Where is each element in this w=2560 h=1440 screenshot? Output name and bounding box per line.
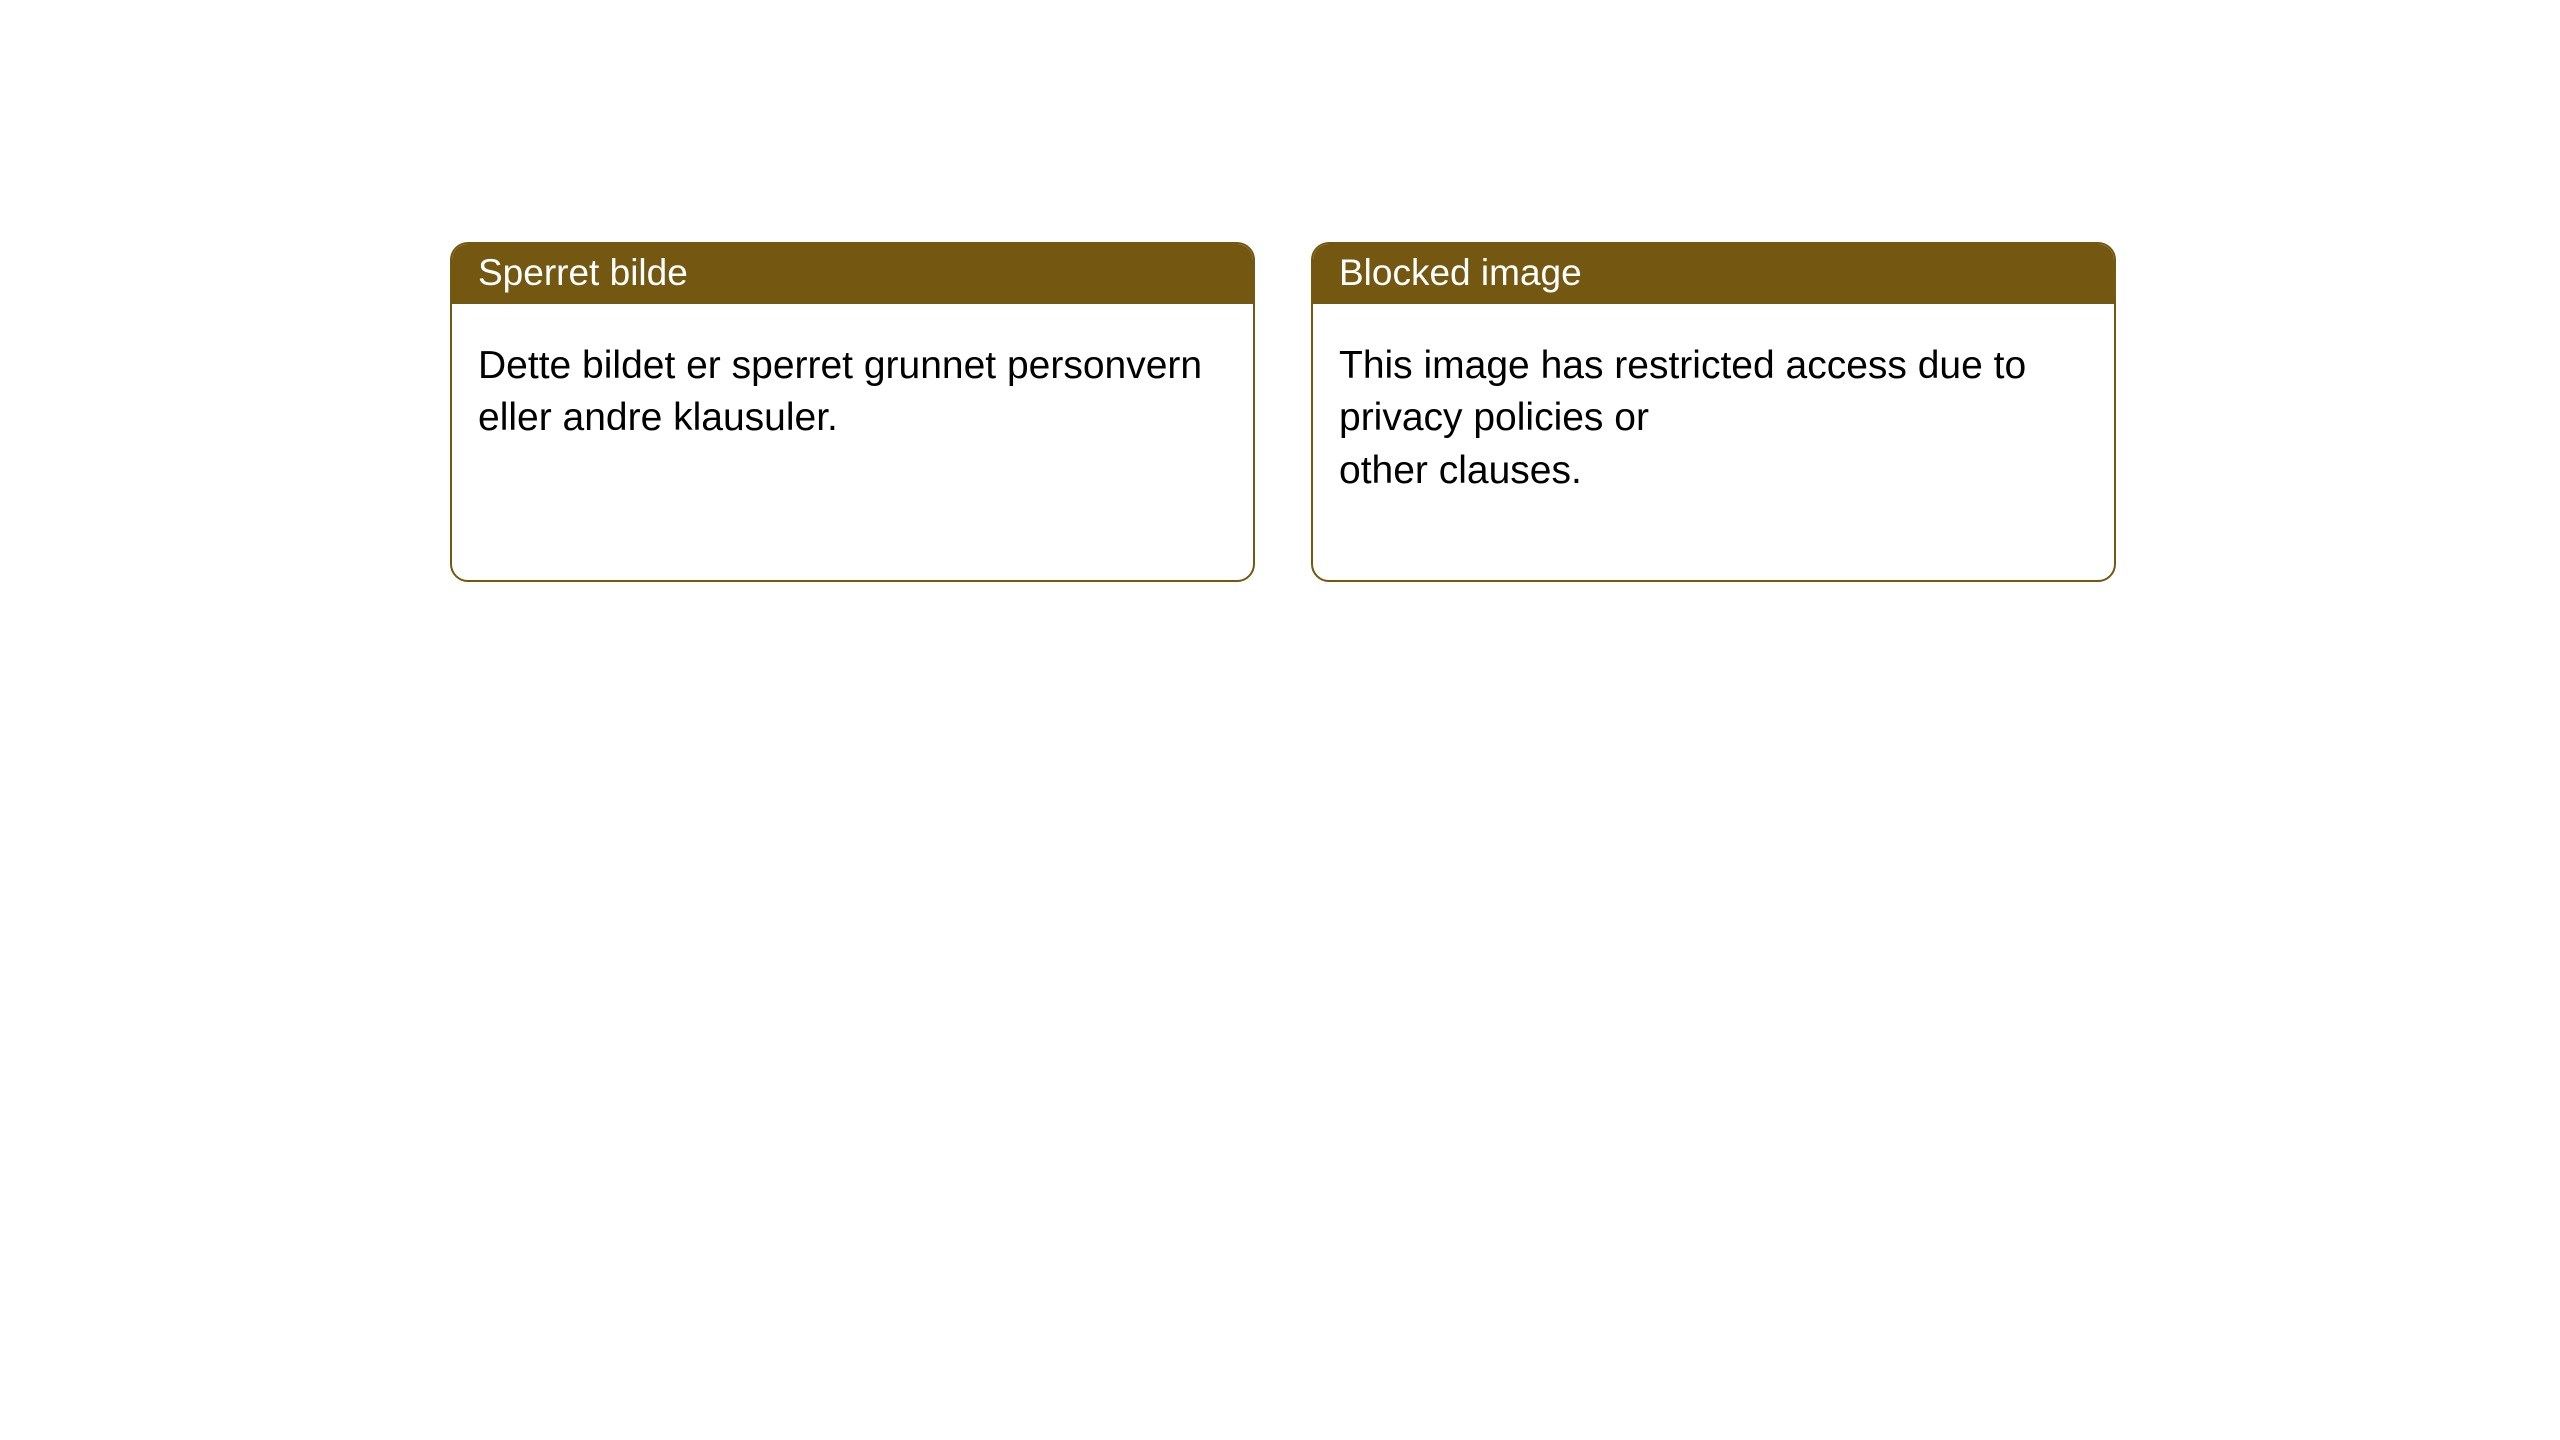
card-english: Blocked image This image has restricted … bbox=[1311, 242, 2116, 582]
card-header-norwegian: Sperret bilde bbox=[452, 244, 1253, 304]
card-body-norwegian: Dette bildet er sperret grunnet personve… bbox=[452, 304, 1253, 471]
card-norwegian: Sperret bilde Dette bildet er sperret gr… bbox=[450, 242, 1255, 582]
notice-container: Sperret bilde Dette bildet er sperret gr… bbox=[0, 0, 2560, 582]
card-header-english: Blocked image bbox=[1313, 244, 2114, 304]
card-body-english: This image has restricted access due to … bbox=[1313, 304, 2114, 523]
